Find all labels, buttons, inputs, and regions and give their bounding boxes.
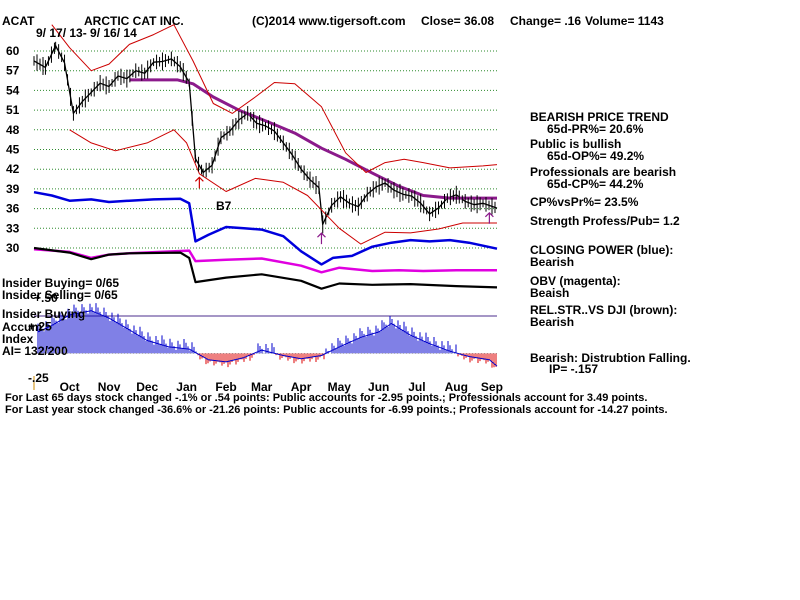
price-tick-label: 48 — [6, 123, 20, 137]
pros-label: Professionals are bearish — [530, 165, 676, 179]
accum-index-line — [37, 310, 498, 367]
footer-line-1: For Last 65 days stock changed -.1% or .… — [5, 392, 647, 404]
price-tick-label: 51 — [6, 103, 20, 117]
closing-power-label: CLOSING POWER (blue): — [530, 243, 673, 257]
ip-value: IP= -.157 — [549, 362, 598, 376]
header-date-range: 9/ 17/ 13- 9/ 16/ 14 — [36, 26, 137, 40]
price-tick-label: 45 — [6, 143, 20, 157]
accum-label: Accum — [2, 320, 42, 334]
price-tick-label: 33 — [6, 221, 20, 235]
x-tick-label: Sep — [481, 380, 503, 394]
price-tick-label: 54 — [6, 83, 20, 97]
moving-average-line — [129, 78, 497, 200]
x-tick-label: Aug — [445, 380, 468, 394]
x-tick-label: Oct — [60, 380, 80, 394]
public-label: Public is bullish — [530, 137, 621, 151]
header-company: ARCTIC CAT INC. — [84, 14, 184, 28]
index-label: Index — [2, 332, 34, 346]
accum-tick-label: -.25 — [28, 371, 49, 385]
price-tick-label: 36 — [6, 202, 20, 216]
price-tick-label: 60 — [6, 44, 20, 58]
op-value: 65d-OP%= 49.2% — [547, 149, 644, 163]
x-tick-label: Jan — [176, 380, 197, 394]
price-bars — [33, 41, 496, 234]
x-tick-label: May — [328, 380, 352, 394]
pr-value: 65d-PR%= 20.6% — [547, 122, 644, 136]
accum-tick-label: +.50 — [34, 291, 58, 305]
price-tick-label: 57 — [6, 64, 20, 78]
footer-line-2: For Last year stock changed -36.6% or -2… — [5, 404, 668, 416]
insider-selling: Insider Selling= 0/65 — [2, 288, 118, 302]
x-tick-label: Feb — [215, 380, 236, 394]
price-tick-label: 42 — [6, 162, 20, 176]
relstr-label: REL.STR..VS DJI (brown): — [530, 303, 677, 317]
upper-band-line — [51, 24, 498, 173]
cp-value: 65d-CP%= 44.2% — [547, 177, 644, 191]
insider-buying: Insider Buying= 0/65 — [2, 276, 119, 290]
ai-value: AI= 132/200 — [2, 344, 68, 358]
lower-band-line — [69, 129, 497, 245]
header-symbol: ACAT — [2, 14, 35, 28]
buy-arrow-marker — [194, 176, 204, 189]
x-tick-label: Jun — [368, 380, 389, 394]
x-tick-label: Dec — [136, 380, 158, 394]
closing-power-value: Bearish — [530, 255, 574, 269]
obv-label: OBV (magenta): — [530, 274, 621, 288]
series-layer — [33, 24, 498, 368]
price-tick-label: 39 — [6, 182, 20, 196]
strength-ratio: Strength Profess/Pub= 1.2 — [530, 214, 680, 228]
obv-value: Beaish — [530, 286, 569, 300]
trend-title: BEARISH PRICE TREND — [530, 110, 669, 124]
x-tick-label: Apr — [291, 380, 312, 394]
b7-annotation: B7 — [216, 199, 232, 213]
x-tick-label: Mar — [251, 380, 273, 394]
cp-vs-pr: CP%vsPr%= 23.5% — [530, 195, 639, 209]
marker-layer — [194, 176, 494, 245]
accum-histogram — [37, 303, 497, 368]
buy-arrow-marker — [484, 211, 494, 224]
header-close: Close= 36.08 — [421, 14, 494, 28]
x-tick-label: Jul — [408, 380, 425, 394]
buy-arrow-marker — [317, 232, 326, 245]
header-change: Change= .16 — [510, 14, 581, 28]
header-volume: Volume= 1143 — [585, 14, 664, 28]
closing-power-line — [33, 190, 498, 266]
relative-strength-line — [33, 246, 498, 290]
header-copyright: (C)2014 www.tigersoft.com — [252, 14, 406, 28]
price-tick-label: 30 — [6, 241, 20, 255]
indicator-name: Insider Buying — [2, 307, 85, 321]
axis-ticks: Oct Nov Dec Jan Feb Mar Apr May Jun Jul Aug Sep +.50… — [28, 291, 503, 394]
accum-tick-label: +.25 — [28, 320, 52, 334]
ip-label: Bearish: Distrubtion Falling. — [530, 351, 691, 365]
relstr-value: Bearish — [530, 315, 574, 329]
x-tick-label: Nov — [98, 380, 121, 394]
